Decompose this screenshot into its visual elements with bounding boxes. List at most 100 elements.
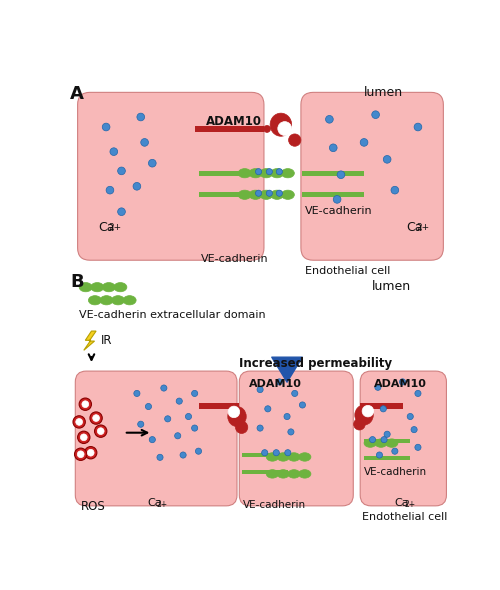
Ellipse shape (386, 439, 398, 447)
Ellipse shape (411, 427, 417, 432)
Ellipse shape (370, 437, 376, 442)
Ellipse shape (284, 450, 291, 456)
Ellipse shape (82, 401, 88, 408)
Ellipse shape (90, 283, 104, 292)
Ellipse shape (192, 425, 198, 431)
Ellipse shape (79, 398, 92, 411)
Ellipse shape (384, 431, 390, 437)
Ellipse shape (284, 414, 290, 419)
Ellipse shape (118, 167, 126, 175)
Ellipse shape (148, 159, 156, 167)
Ellipse shape (298, 470, 311, 478)
Ellipse shape (149, 437, 156, 442)
Ellipse shape (78, 451, 84, 458)
Ellipse shape (270, 190, 283, 199)
Ellipse shape (391, 186, 398, 194)
Ellipse shape (326, 116, 334, 123)
Bar (242, 470, 288, 474)
Ellipse shape (236, 421, 248, 434)
Polygon shape (84, 331, 96, 350)
Ellipse shape (292, 391, 298, 396)
Ellipse shape (98, 428, 104, 435)
Text: ADAM10: ADAM10 (248, 379, 302, 389)
Ellipse shape (277, 453, 289, 461)
Ellipse shape (278, 122, 291, 136)
Ellipse shape (380, 406, 386, 412)
Ellipse shape (266, 470, 278, 478)
Ellipse shape (276, 190, 282, 196)
Ellipse shape (333, 195, 341, 203)
Text: Ca: Ca (406, 221, 423, 234)
Ellipse shape (196, 448, 202, 454)
Text: VE-cadherin: VE-cadherin (305, 205, 372, 215)
Bar (364, 439, 410, 444)
Ellipse shape (186, 414, 192, 419)
Text: A: A (70, 84, 84, 103)
Bar (198, 192, 264, 197)
Text: 2+: 2+ (108, 223, 122, 232)
Ellipse shape (264, 406, 271, 412)
Ellipse shape (392, 448, 398, 454)
Ellipse shape (249, 169, 262, 178)
Ellipse shape (381, 437, 387, 442)
FancyBboxPatch shape (76, 371, 237, 506)
Ellipse shape (102, 123, 110, 131)
Bar (200, 404, 239, 409)
Text: Endothelial cell: Endothelial cell (362, 512, 447, 522)
Ellipse shape (276, 169, 282, 175)
Ellipse shape (407, 414, 414, 419)
Ellipse shape (137, 113, 144, 121)
Ellipse shape (88, 296, 102, 305)
Ellipse shape (298, 453, 311, 461)
Ellipse shape (123, 296, 136, 305)
Ellipse shape (288, 134, 301, 146)
Text: lumen: lumen (364, 86, 403, 99)
Text: VE-cadherin extracellular domain: VE-cadherin extracellular domain (79, 310, 266, 320)
Ellipse shape (146, 404, 152, 409)
Ellipse shape (266, 190, 272, 196)
Bar (360, 404, 403, 409)
Ellipse shape (76, 418, 82, 425)
Ellipse shape (362, 405, 374, 417)
Text: Ca: Ca (98, 221, 115, 234)
Ellipse shape (270, 113, 291, 136)
Ellipse shape (249, 190, 262, 199)
Text: Ca: Ca (395, 498, 409, 508)
Ellipse shape (118, 208, 126, 215)
Ellipse shape (375, 439, 387, 447)
Ellipse shape (256, 190, 262, 196)
Bar (364, 456, 410, 460)
Ellipse shape (257, 386, 263, 393)
Text: 2+: 2+ (416, 223, 430, 232)
Text: lumen: lumen (372, 280, 411, 293)
Bar (302, 192, 364, 197)
Ellipse shape (114, 283, 127, 292)
Ellipse shape (92, 415, 100, 421)
Ellipse shape (133, 182, 141, 190)
Ellipse shape (176, 398, 182, 404)
Text: VE-cadherin: VE-cadherin (201, 254, 268, 264)
Ellipse shape (270, 169, 283, 178)
Ellipse shape (288, 470, 300, 478)
Ellipse shape (138, 421, 144, 427)
Ellipse shape (79, 283, 92, 292)
Ellipse shape (376, 452, 382, 458)
Bar (242, 453, 288, 457)
Ellipse shape (228, 407, 246, 427)
FancyBboxPatch shape (240, 371, 354, 506)
Ellipse shape (90, 412, 102, 424)
Ellipse shape (94, 425, 107, 437)
Text: ADAM10: ADAM10 (206, 116, 262, 129)
Ellipse shape (354, 418, 365, 430)
FancyArrowPatch shape (272, 357, 302, 382)
Ellipse shape (262, 450, 268, 456)
Ellipse shape (180, 452, 186, 458)
Ellipse shape (400, 379, 406, 385)
Ellipse shape (192, 391, 198, 396)
Ellipse shape (288, 453, 300, 461)
Ellipse shape (266, 169, 272, 175)
Ellipse shape (384, 156, 391, 163)
Ellipse shape (415, 391, 421, 396)
Ellipse shape (74, 448, 87, 460)
Ellipse shape (174, 432, 181, 439)
